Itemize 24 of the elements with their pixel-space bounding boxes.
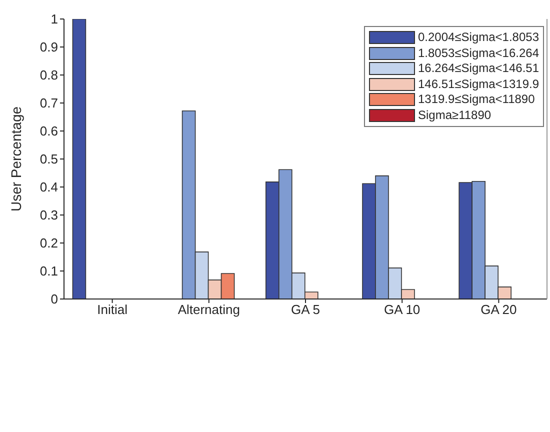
legend-label: 0.2004≤Sigma<1.8053 xyxy=(418,30,539,46)
y-tick-label: 0.5 xyxy=(40,152,58,167)
y-tick-label: 0.7 xyxy=(40,96,58,111)
legend-label: 1319.9≤Sigma<11890 xyxy=(418,92,535,108)
y-tick-label: 0 xyxy=(50,292,58,307)
bar xyxy=(72,19,86,299)
x-tick-label: GA 20 xyxy=(480,302,517,318)
x-tick-label: GA 10 xyxy=(384,302,420,318)
legend-label: 146.51≤Sigma<1319.9 xyxy=(418,76,539,92)
y-tick-label: 0.4 xyxy=(40,180,58,195)
legend-label: Sigma≥11890 xyxy=(418,108,492,123)
y-axis-title: User Percentage xyxy=(8,106,24,212)
y-tick-label: 0.2 xyxy=(40,236,58,251)
y-tick-label: 0.6 xyxy=(40,124,58,139)
y-tick-label: 0.1 xyxy=(40,264,58,279)
x-tick-label: GA 5 xyxy=(291,302,320,318)
legend-label: 16.264≤Sigma<146.51 xyxy=(418,61,539,76)
legend-label: 1.8053≤Sigma<16.264 xyxy=(418,46,539,61)
y-tick-label: 1 xyxy=(50,12,58,27)
y-tick-label: 0.9 xyxy=(40,40,58,55)
x-tick-label: Initial xyxy=(97,302,128,318)
y-tick-label: 0.8 xyxy=(40,68,58,83)
y-tick-label: 0.3 xyxy=(40,208,58,223)
x-tick-label: Alternating xyxy=(178,302,240,318)
